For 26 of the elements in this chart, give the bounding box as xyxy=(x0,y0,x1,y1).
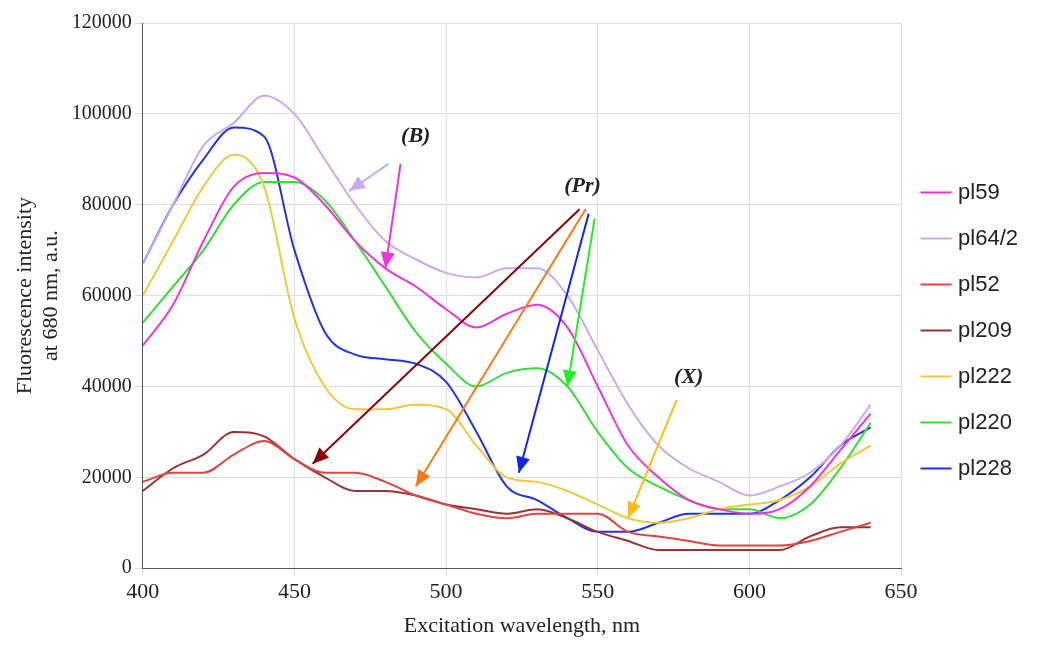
line-series xyxy=(142,94,872,497)
y-tick-label: 40000 xyxy=(81,373,132,396)
x-tick-label: 400 xyxy=(126,578,160,604)
legend-label: pl64/2 xyxy=(958,224,1019,250)
annotation: (X) xyxy=(674,363,704,389)
x-tick-label: 450 xyxy=(277,578,311,604)
y-tick-label: 120000 xyxy=(71,10,132,33)
legend-label: pl220 xyxy=(958,408,1012,434)
y-tick-label: 0 xyxy=(121,555,132,578)
x-axis-title: Excitation wavelength, nm xyxy=(403,611,641,637)
annotation: (B) xyxy=(401,122,431,148)
legend-label: pl228 xyxy=(958,454,1012,480)
y-tick-label: 60000 xyxy=(81,282,132,305)
y-axis-title: Fluorescence intensity at 680 nm, a.u. xyxy=(10,196,63,395)
x-tick-label: 600 xyxy=(732,578,766,604)
annotation: (Pr) xyxy=(564,172,601,198)
legend-label: pl59 xyxy=(958,178,1000,204)
legend-label: pl209 xyxy=(958,316,1012,342)
x-tick-label: 550 xyxy=(581,578,615,604)
y-tick-label: 20000 xyxy=(81,464,132,487)
y-tick-label: 100000 xyxy=(71,101,132,124)
x-tick-label: 500 xyxy=(429,578,463,604)
legend-label: pl222 xyxy=(958,362,1012,388)
x-tick-label: 650 xyxy=(884,578,918,604)
legend-label: pl52 xyxy=(958,270,1000,296)
y-tick-label: 80000 xyxy=(81,191,132,214)
